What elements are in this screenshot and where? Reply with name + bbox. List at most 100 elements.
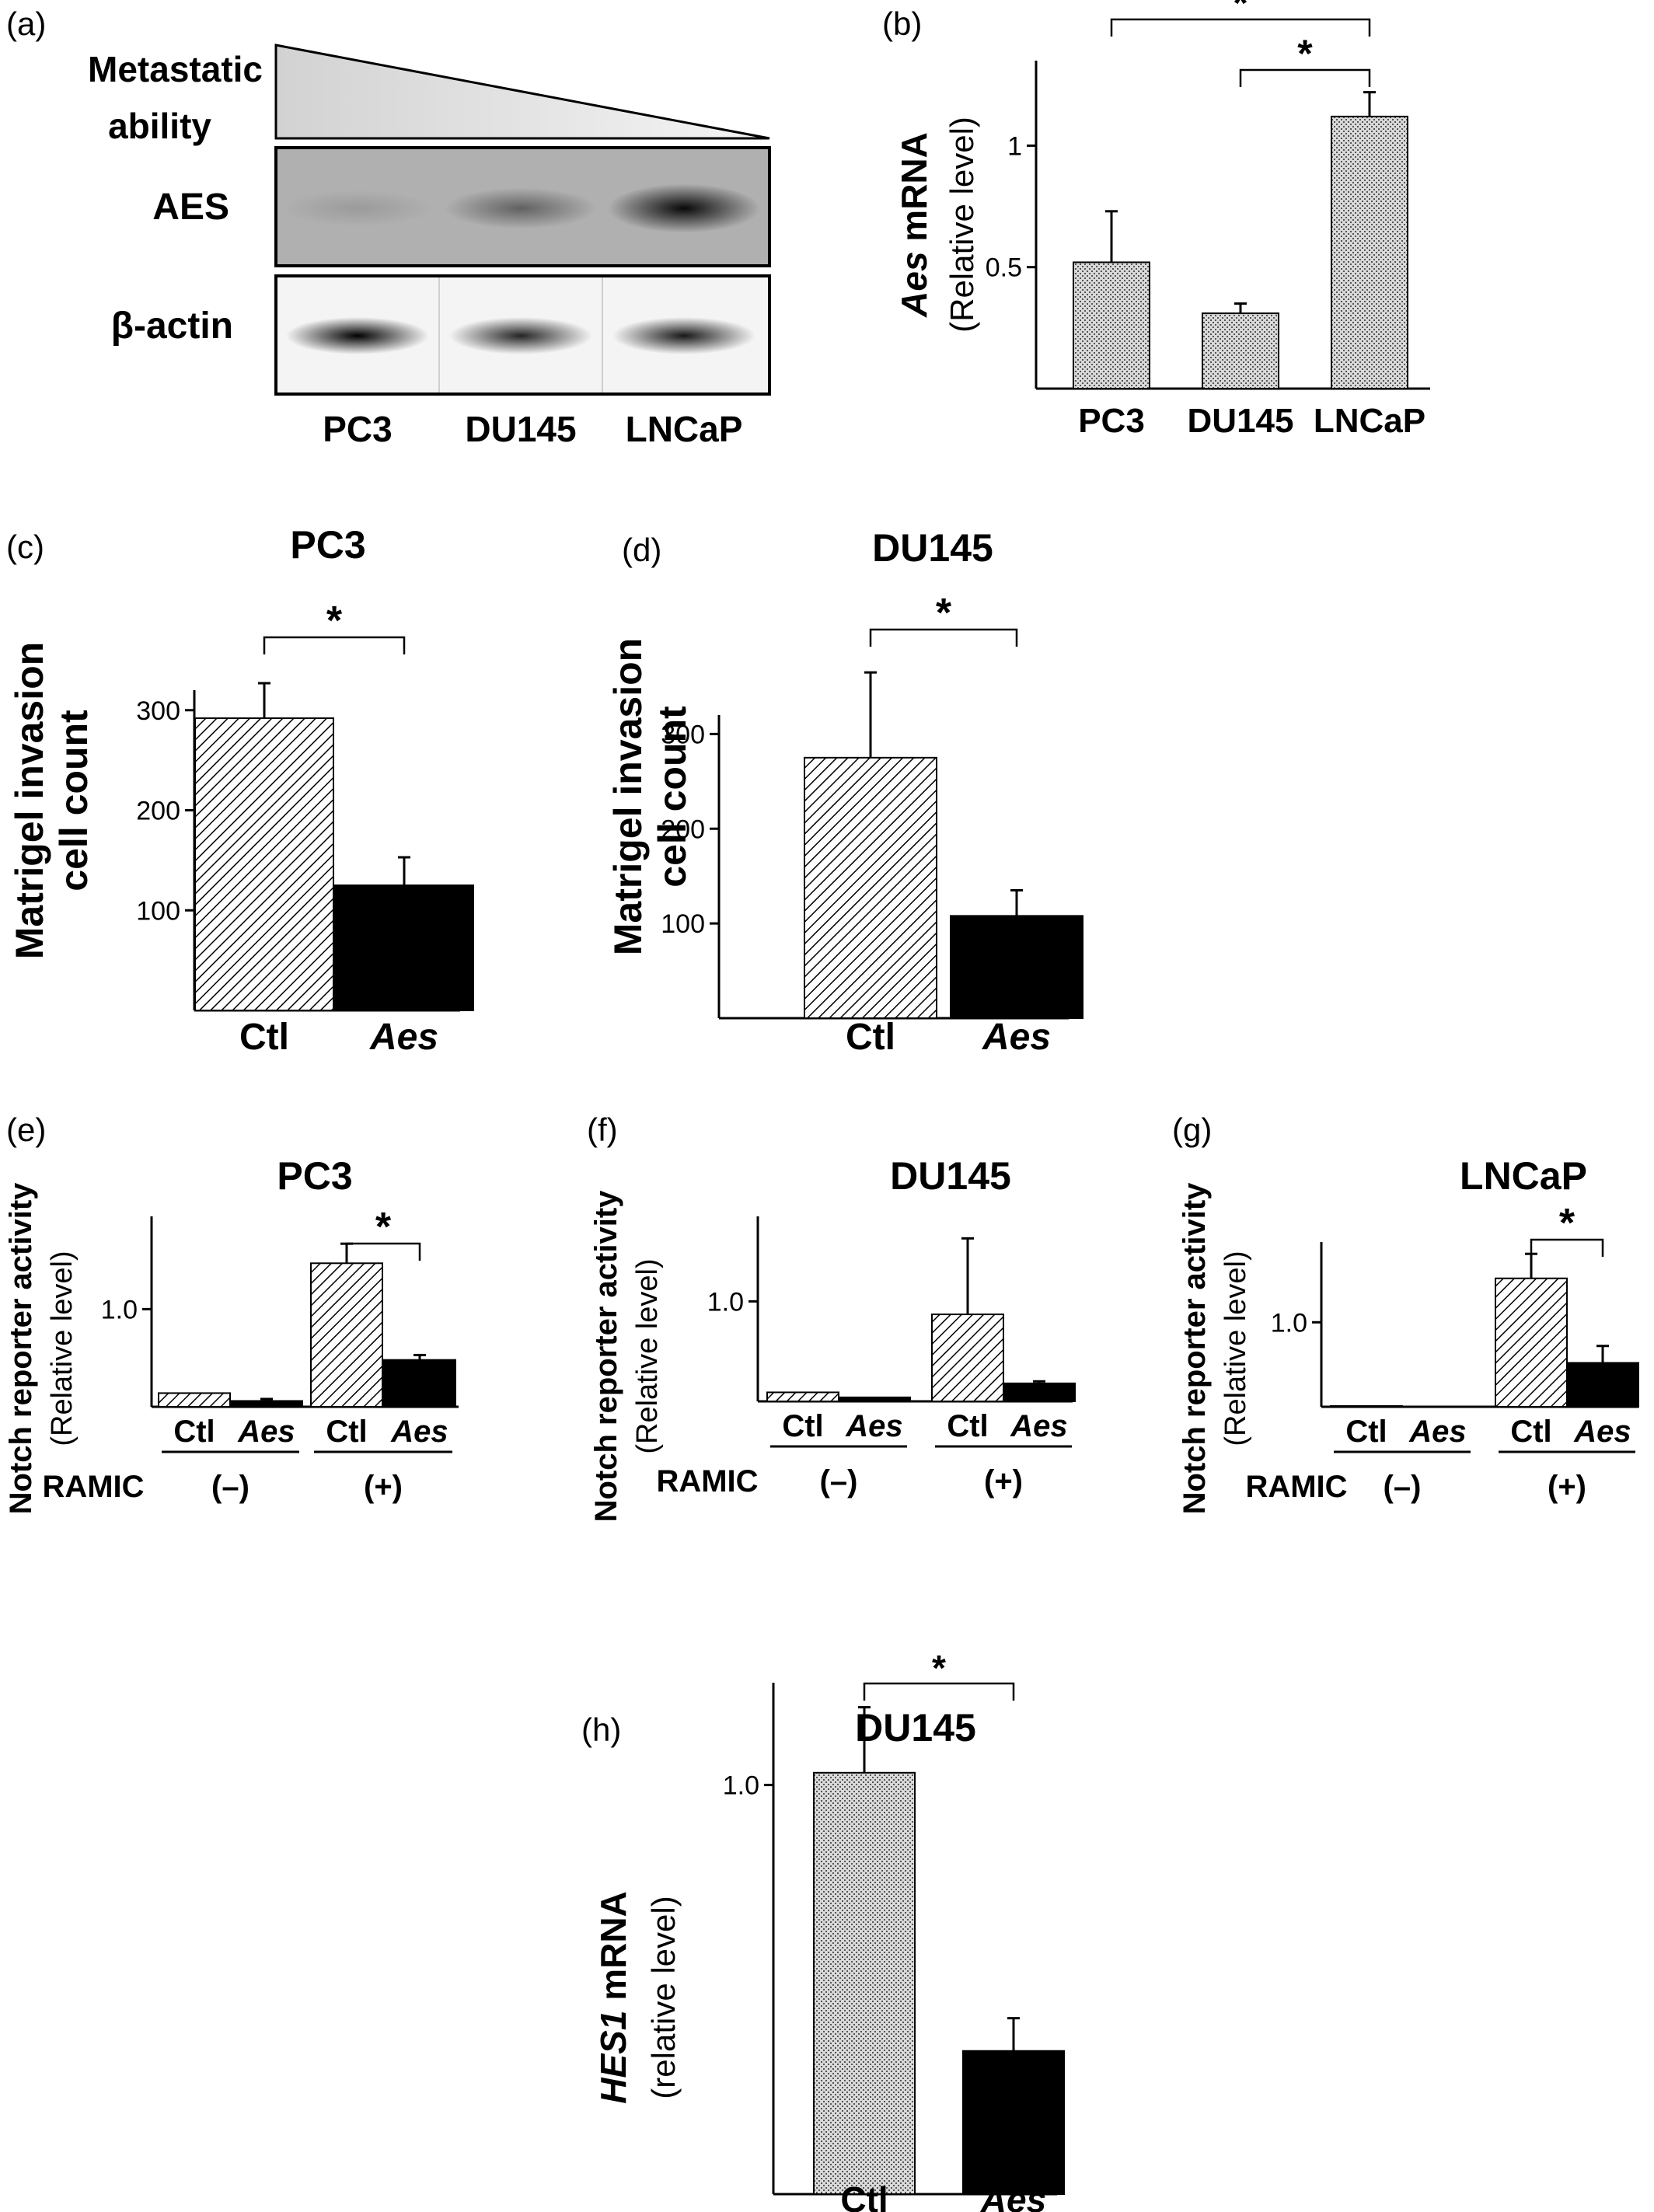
- significance-bracket: [1110, 18, 1371, 37]
- significance-star: *: [1297, 32, 1313, 75]
- y-tick-label: 1.0: [101, 1295, 138, 1324]
- panel-f: (f) DU145 1.0 Notch reporter activity (Rela…: [587, 1111, 1076, 1523]
- panel-a-letter: (a): [6, 5, 46, 42]
- group-label: (–): [1384, 1470, 1422, 1504]
- actin-band: [286, 317, 429, 354]
- ramic-label: RAMIC: [42, 1470, 144, 1504]
- aes-blot-label: AES: [152, 187, 229, 228]
- y-axis-label-2: (relative level): [645, 1896, 682, 2099]
- panel-h: (h) DU145 1.0 HES1 mRNA (relative level) Ctl…: [581, 1648, 1065, 2212]
- bar: [383, 1359, 456, 1408]
- category-label: Ctl: [947, 1409, 988, 1443]
- category-label: LNCaP: [1314, 402, 1425, 440]
- significance-star: *: [936, 591, 952, 636]
- bar: [931, 1314, 1004, 1403]
- panel-e-letter: (e): [6, 1111, 46, 1148]
- significance-bracket: [1530, 1238, 1604, 1257]
- chart-h: DU145 1.0 HES1 mRNA (relative level) Ctl Aes *: [593, 1648, 1065, 2212]
- group-label: (+): [984, 1464, 1023, 1499]
- group-label: (–): [211, 1470, 249, 1504]
- aes-band: [281, 190, 434, 227]
- y-tick-label: 0.5: [986, 253, 1022, 283]
- panel-b: (b) 0.5 1 Aes mRNA (Relative level) PC3 DU145…: [882, 0, 1430, 440]
- panel-a: (a) Metastatic ability AES β-actin PC3 D…: [6, 5, 771, 449]
- y-tick-label: 1: [1007, 131, 1022, 161]
- metastatic-gradient-wedge: [274, 44, 770, 140]
- bar: [1330, 1404, 1403, 1408]
- y-axis-label: Aes mRNA: [894, 132, 934, 318]
- category-label: Aes: [1010, 1409, 1067, 1443]
- category-label: Aes: [237, 1415, 295, 1449]
- y-axis-label: Notch reporter activity: [4, 1182, 38, 1515]
- category-label: Ctl: [1345, 1415, 1387, 1449]
- panel-c-letter: (c): [6, 529, 44, 565]
- y-tick-label: 1.0: [1271, 1308, 1307, 1338]
- significance-star: *: [1559, 1201, 1575, 1246]
- y-tick-label: 300: [661, 720, 705, 749]
- category-label: Aes: [1408, 1415, 1466, 1449]
- chart-title: PC3: [290, 523, 365, 567]
- category-label: Aes: [982, 1017, 1051, 1058]
- category-label: Aes: [845, 1409, 902, 1443]
- significance-star: *: [932, 1648, 946, 1688]
- lane-label-lncap: LNCaP: [626, 409, 743, 449]
- bar: [1202, 312, 1279, 389]
- y-axis-label: Notch reporter activity: [589, 1190, 623, 1523]
- chart-title: PC3: [277, 1154, 352, 1198]
- group-label: (+): [364, 1470, 403, 1504]
- category-label: Ctl: [173, 1415, 215, 1449]
- y-tick-label: 1.0: [707, 1287, 744, 1317]
- actin-bands: [286, 317, 755, 354]
- panel-b-letter: (b): [882, 5, 922, 42]
- y-axis-label: Matrigel invasion: [8, 642, 51, 959]
- panel-e: (e) PC3 1.0 Notch reporter activity (Relati…: [4, 1111, 459, 1514]
- y-axis-label-2: (Relative level): [631, 1258, 664, 1453]
- significance-bracket: [1239, 68, 1371, 87]
- aes-band: [608, 183, 760, 233]
- significance-star: *: [375, 1205, 392, 1250]
- bar: [1331, 115, 1408, 389]
- y-axis-label: Matrigel invasion: [606, 638, 650, 955]
- bar: [194, 717, 334, 1011]
- y-tick-label: 100: [661, 909, 705, 939]
- significance-bracket: [863, 1682, 1015, 1701]
- panel-c: (c) PC3 100 200 300 Matrigel invasion cell co…: [6, 523, 474, 1058]
- bar: [310, 1262, 383, 1408]
- bar: [813, 1771, 916, 2196]
- y-axis-label-2: (Relative level): [1220, 1251, 1252, 1446]
- panel-h-letter: (h): [581, 1711, 621, 1748]
- chart-f: DU145 1.0 Notch reporter activity (Relative…: [589, 1154, 1076, 1523]
- bar: [804, 756, 937, 1019]
- chart-title: DU145: [890, 1154, 1011, 1198]
- y-tick-label: 200: [661, 815, 705, 844]
- category-label: Aes: [980, 2179, 1046, 2212]
- ability-label: ability: [108, 106, 211, 146]
- category-label: Ctl: [326, 1415, 367, 1449]
- significance-bracket: [345, 1242, 421, 1261]
- bar: [1003, 1382, 1076, 1403]
- category-label: Ctl: [840, 2179, 888, 2212]
- category-label: DU145: [1188, 402, 1294, 440]
- aes-bands: [281, 183, 760, 233]
- y-axis-label-2: cell count: [651, 706, 694, 888]
- group-label: (–): [820, 1464, 858, 1499]
- chart-title: DU145: [855, 1706, 976, 1750]
- lane-label-du145: DU145: [465, 409, 576, 449]
- group-label: (+): [1548, 1470, 1586, 1504]
- bar: [1566, 1362, 1639, 1408]
- bar: [950, 915, 1083, 1019]
- panel-f-letter: (f): [587, 1111, 618, 1148]
- significance-star: *: [1233, 0, 1248, 25]
- y-axis-label: HES1 mRNA: [593, 1891, 633, 2104]
- y-axis-label: Notch reporter activity: [1178, 1182, 1212, 1515]
- category-label: Aes: [369, 1017, 438, 1058]
- y-tick-label: 100: [136, 896, 180, 926]
- chart-g: LNCaP 1.0 Notch reporter activity (Relative…: [1178, 1154, 1639, 1515]
- panel-d-letter: (d): [622, 532, 661, 568]
- y-axis-label-gene: Aes: [894, 251, 934, 317]
- y-axis-label-2: cell count: [52, 710, 96, 891]
- bar: [230, 1400, 303, 1408]
- y-tick-label: 1.0: [723, 1771, 759, 1801]
- ramic-label: RAMIC: [1245, 1470, 1347, 1504]
